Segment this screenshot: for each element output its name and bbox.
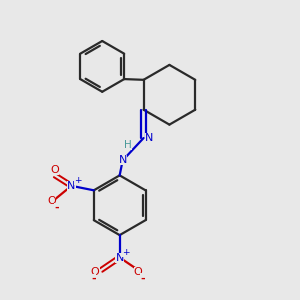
Text: O: O <box>134 266 142 277</box>
Text: -: - <box>54 202 59 213</box>
Text: +: + <box>74 176 81 185</box>
Text: -: - <box>92 274 96 284</box>
Text: O: O <box>48 196 56 206</box>
Text: O: O <box>51 165 59 175</box>
Text: N: N <box>116 253 124 262</box>
Text: +: + <box>122 248 129 256</box>
Text: O: O <box>91 266 100 277</box>
Text: N: N <box>145 133 153 143</box>
Text: N: N <box>118 155 127 166</box>
Text: -: - <box>140 273 145 284</box>
Text: H: H <box>124 140 132 150</box>
Text: N: N <box>67 181 76 191</box>
